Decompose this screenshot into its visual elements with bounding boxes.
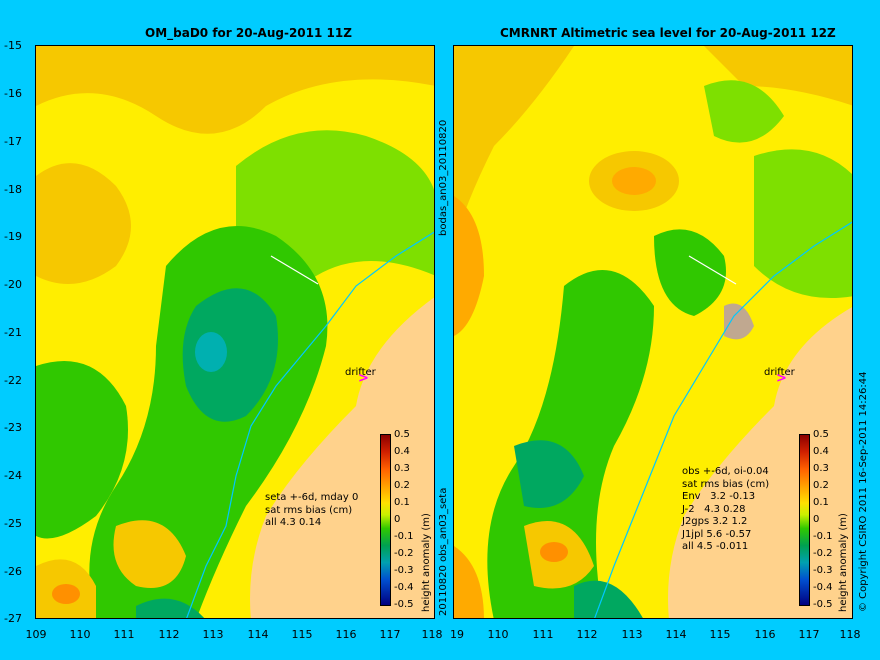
colorbar-tick: 0.4 [813, 446, 829, 457]
y-tick-label: -17 [4, 135, 22, 148]
x-tick-label: 110 [69, 628, 91, 641]
colorbar-tick: 0.1 [394, 497, 410, 508]
colorbar-tick: -0.5 [394, 599, 414, 610]
colorbar-tick: -0.4 [813, 582, 833, 593]
x-tick-label: 118 [421, 628, 443, 641]
copyright-text: © Copyright CSIRO 2011 16-Sep-2011 14:26… [858, 371, 869, 612]
colorbar-tick: 0.4 [394, 446, 410, 457]
x-tick-label: 116 [335, 628, 357, 641]
y-tick-label: -16 [4, 87, 22, 100]
x-tick-label: 114 [665, 628, 687, 641]
x-tick-label: 113 [621, 628, 643, 641]
colorbar-tick: 0 [394, 514, 401, 525]
right-drifter-label: drifter [764, 367, 795, 378]
x-tick-label: 116 [754, 628, 776, 641]
y-tick-label: -23 [4, 421, 22, 434]
y-tick-label: -27 [4, 612, 22, 625]
obs-run-label: 20110820 obs_an03_seta [438, 487, 449, 616]
colorbar-tick: 0.2 [394, 480, 410, 491]
colorbar-tick: 0.5 [394, 429, 410, 440]
left-colorbar-gradient [380, 434, 391, 606]
x-tick-label: 111 [113, 628, 135, 641]
colorbar-tick: -0.2 [394, 548, 414, 559]
y-tick-label: -19 [4, 230, 22, 243]
colorbar-tick: -0.1 [394, 531, 414, 542]
x-tick-label: 112 [158, 628, 180, 641]
x-tick-label: 19 [450, 628, 464, 641]
y-tick-label: -24 [4, 469, 22, 482]
left-drifter-arrow-icon: > [358, 371, 369, 386]
colorbar-tick: -0.1 [813, 531, 833, 542]
y-tick-label: -18 [4, 183, 22, 196]
right-drifter-arrow-icon: > [776, 371, 787, 386]
colorbar-tick: 0.2 [813, 480, 829, 491]
right-map-field [454, 46, 852, 618]
left-stats-text: seta +-6d, mday 0 sat rms bias (cm) all … [265, 492, 359, 528]
colorbar-tick: -0.3 [394, 565, 414, 576]
y-tick-label: -15 [4, 39, 22, 52]
x-tick-label: 115 [709, 628, 731, 641]
colorbar-tick: 0.5 [813, 429, 829, 440]
x-tick-label: 112 [576, 628, 598, 641]
right-map-panel[interactable] [453, 45, 853, 619]
x-tick-label: 117 [379, 628, 401, 641]
x-tick-label: 118 [839, 628, 861, 641]
y-tick-label: -22 [4, 374, 22, 387]
left-map-panel[interactable] [35, 45, 435, 619]
x-tick-label: 115 [291, 628, 313, 641]
colorbar-label: height anomaly (m) [421, 513, 432, 612]
colorbar-tick: 0.3 [394, 463, 410, 474]
left-map-field [36, 46, 434, 618]
x-tick-label: 109 [25, 628, 47, 641]
colorbar-tick: 0 [813, 514, 820, 525]
right-map-title: CMRNRT Altimetric sea level for 20-Aug-2… [500, 26, 836, 40]
y-tick-label: -25 [4, 517, 22, 530]
bodas-run-label: bodas_an03_20110820 [438, 119, 449, 236]
colorbar-tick: -0.3 [813, 565, 833, 576]
left-drifter-label: drifter [345, 367, 376, 378]
x-tick-label: 110 [487, 628, 509, 641]
right-stats-text: obs +-6d, oi-0.04 sat rms bias (cm) Env … [682, 466, 770, 552]
colorbar-tick: -0.4 [394, 582, 414, 593]
colorbar-tick: 0.3 [813, 463, 829, 474]
x-tick-label: 117 [798, 628, 820, 641]
colorbar-tick: 0.1 [813, 497, 829, 508]
y-tick-label: -26 [4, 565, 22, 578]
colorbar-tick: -0.2 [813, 548, 833, 559]
x-tick-label: 111 [532, 628, 554, 641]
y-tick-label: -21 [4, 326, 22, 339]
colorbar-label: height anomaly (m) [838, 513, 849, 612]
x-tick-label: 113 [202, 628, 224, 641]
y-tick-label: -20 [4, 278, 22, 291]
right-colorbar-gradient [799, 434, 810, 606]
colorbar-tick: -0.5 [813, 599, 833, 610]
x-tick-label: 114 [247, 628, 269, 641]
left-map-title: OM_baD0 for 20-Aug-2011 11Z [145, 26, 352, 40]
